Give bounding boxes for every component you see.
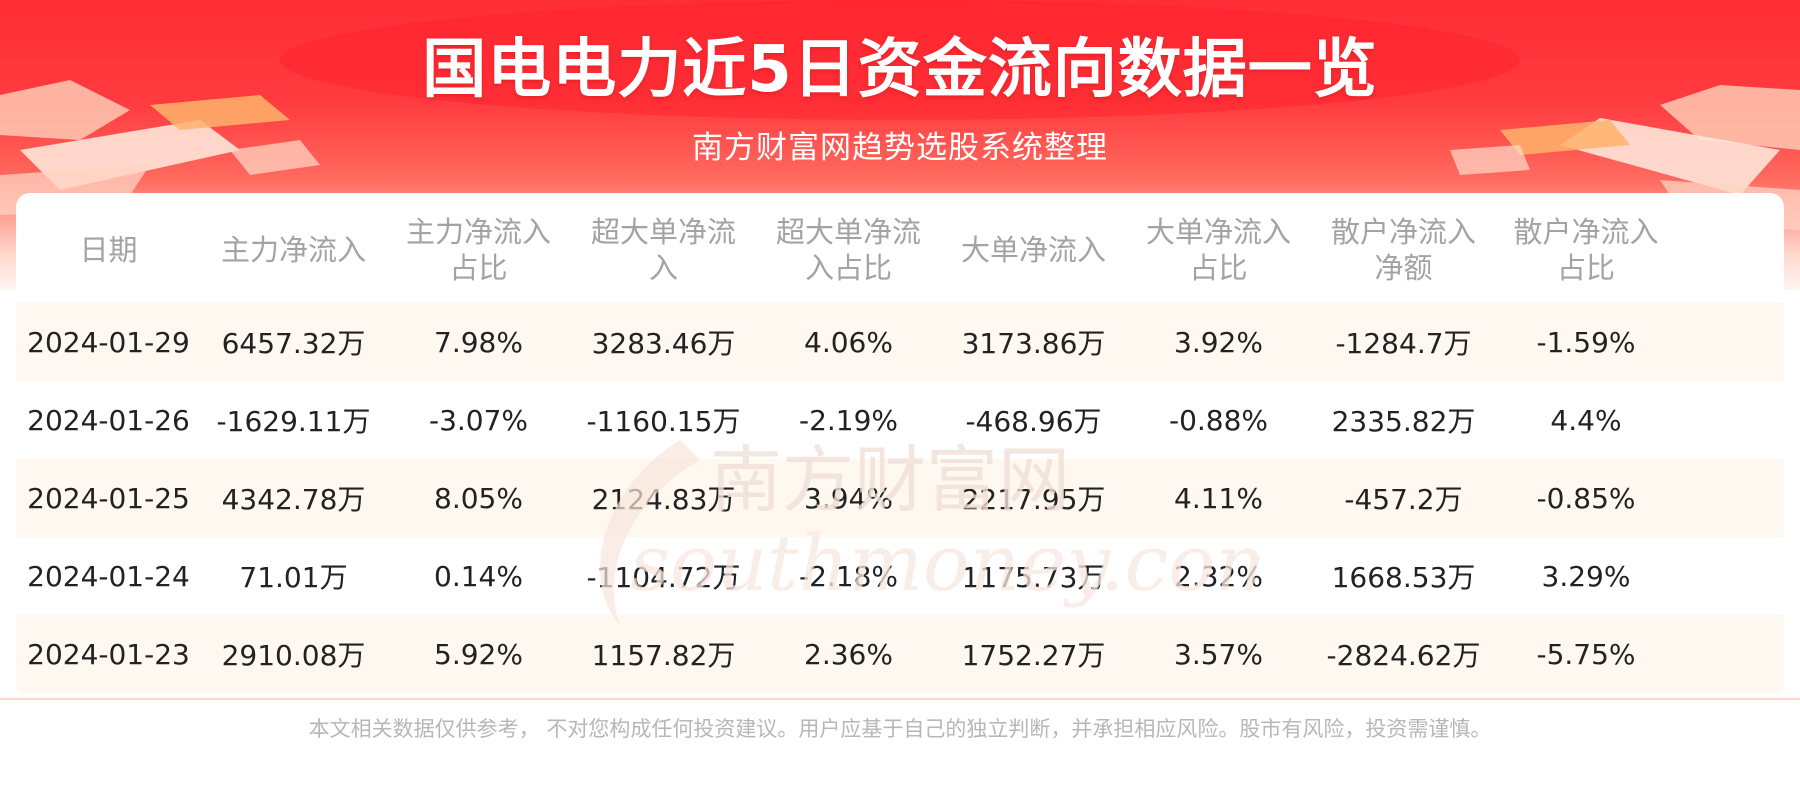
table-header: 日期 主力净流入 主力净流入 占比 超大单净流入 超大单净流 入占比 大单净流入 大… bbox=[16, 193, 1784, 303]
cell-large-order-inflow-ratio: -0.88% bbox=[1168, 403, 1269, 437]
cell-xl-order-inflow-ratio: 4.06% bbox=[804, 325, 893, 359]
cell-xl-order-inflow-ratio: -2.18% bbox=[798, 559, 899, 593]
cell-date: 2024-01-29 bbox=[27, 325, 190, 359]
cell-xl-order-inflow: 3283.46万 bbox=[591, 327, 736, 360]
cell-large-order-inflow-ratio: 4.11% bbox=[1174, 481, 1263, 515]
table-body: 2024-01-29 6457.32万 7.98% 3283.46万 4.06%… bbox=[16, 303, 1784, 693]
cell-retail-inflow-net: -1284.7万 bbox=[1335, 327, 1472, 360]
cell-large-order-inflow: -468.96万 bbox=[965, 405, 1102, 438]
column-header-main-inflow-ratio: 主力净流入 占比 bbox=[405, 215, 551, 285]
cell-main-inflow-ratio: 5.92% bbox=[434, 637, 523, 671]
disclaimer-text: 本文相关数据仅供参考， 不对您构成任何投资建议。用户应基于自己的独立判断，并承担… bbox=[308, 717, 1492, 741]
table-row: 2024-01-26 -1629.11万 -3.07% -1160.15万 -2… bbox=[16, 381, 1784, 459]
cell-xl-order-inflow-ratio: 3.94% bbox=[804, 481, 893, 515]
cell-retail-inflow-net: 2335.82万 bbox=[1331, 405, 1476, 438]
data-table: 日期 主力净流入 主力净流入 占比 超大单净流入 超大单净流 入占比 大单净流入 大… bbox=[16, 193, 1784, 698]
cell-large-order-inflow-ratio: 2.32% bbox=[1174, 559, 1263, 593]
cell-xl-order-inflow: -1104.72万 bbox=[586, 561, 741, 594]
page-subtitle: 南方财富网趋势选股系统整理 bbox=[692, 130, 1108, 166]
cell-xl-order-inflow: -1160.15万 bbox=[586, 405, 741, 438]
cell-retail-inflow-ratio: 3.29% bbox=[1541, 559, 1631, 593]
table-row: 2024-01-23 2910.08万 5.92% 1157.82万 2.36%… bbox=[16, 615, 1784, 693]
column-header-retail-inflow-net: 散户净流入 净额 bbox=[1330, 215, 1476, 285]
cell-main-inflow: 6457.32万 bbox=[221, 327, 366, 360]
cell-retail-inflow-net: -457.2万 bbox=[1344, 483, 1463, 516]
cell-date: 2024-01-23 bbox=[27, 637, 190, 671]
cell-main-inflow-ratio: 8.05% bbox=[434, 481, 523, 515]
column-header-xl-order-inflow-ratio: 超大单净流 入占比 bbox=[775, 215, 921, 285]
cell-retail-inflow-net: 1668.53万 bbox=[1331, 561, 1476, 594]
cell-main-inflow-ratio: 7.98% bbox=[434, 325, 523, 359]
column-header-large-order-inflow-ratio: 大单净流入 占比 bbox=[1145, 215, 1291, 285]
footer-divider bbox=[0, 698, 1800, 700]
column-header-retail-inflow-ratio: 散户净流入 占比 bbox=[1513, 215, 1659, 285]
cell-xl-order-inflow: 1157.82万 bbox=[591, 639, 736, 672]
cell-xl-order-inflow: 2124.83万 bbox=[591, 483, 736, 516]
cell-date: 2024-01-26 bbox=[27, 403, 190, 437]
column-header-large-order-inflow: 大单净流入 bbox=[960, 233, 1106, 267]
cell-xl-order-inflow-ratio: -2.19% bbox=[798, 403, 899, 437]
column-header-main-inflow: 主力净流入 bbox=[220, 233, 366, 267]
cell-large-order-inflow: 2217.95万 bbox=[961, 483, 1106, 516]
table-row: 2024-01-29 6457.32万 7.98% 3283.46万 4.06%… bbox=[16, 303, 1784, 381]
page-title: 国电电力近5日资金流向数据一览 bbox=[422, 33, 1378, 107]
cell-main-inflow: 71.01万 bbox=[239, 561, 348, 594]
cell-retail-inflow-ratio: 4.4% bbox=[1550, 403, 1622, 437]
cell-xl-order-inflow-ratio: 2.36% bbox=[804, 637, 893, 671]
cell-main-inflow: 2910.08万 bbox=[221, 639, 366, 672]
cell-large-order-inflow: 3173.86万 bbox=[961, 327, 1106, 360]
table-row: 2024-01-25 4342.78万 8.05% 2124.83万 3.94%… bbox=[16, 459, 1784, 537]
cell-large-order-inflow-ratio: 3.57% bbox=[1174, 637, 1263, 671]
cell-retail-inflow-ratio: -0.85% bbox=[1536, 481, 1636, 515]
table-row: 2024-01-24 71.01万 0.14% -1104.72万 -2.18%… bbox=[16, 537, 1784, 615]
cell-main-inflow-ratio: -3.07% bbox=[428, 403, 529, 437]
cell-retail-inflow-ratio: -1.59% bbox=[1536, 325, 1636, 359]
cell-large-order-inflow-ratio: 3.92% bbox=[1174, 325, 1263, 359]
cell-large-order-inflow: 1175.73万 bbox=[961, 561, 1106, 594]
cell-main-inflow: -1629.11万 bbox=[216, 405, 371, 438]
banner-decoration bbox=[0, 0, 1800, 230]
column-header-date: 日期 bbox=[79, 233, 138, 267]
column-header-xl-order-inflow: 超大单净流入 bbox=[590, 215, 736, 285]
cell-main-inflow: 4342.78万 bbox=[221, 483, 366, 516]
cell-date: 2024-01-25 bbox=[27, 481, 190, 515]
cell-large-order-inflow: 1752.27万 bbox=[961, 639, 1106, 672]
cell-retail-inflow-net: -2824.62万 bbox=[1326, 639, 1481, 672]
cell-main-inflow-ratio: 0.14% bbox=[434, 559, 523, 593]
cell-date: 2024-01-24 bbox=[27, 559, 190, 593]
cell-retail-inflow-ratio: -5.75% bbox=[1536, 637, 1636, 671]
